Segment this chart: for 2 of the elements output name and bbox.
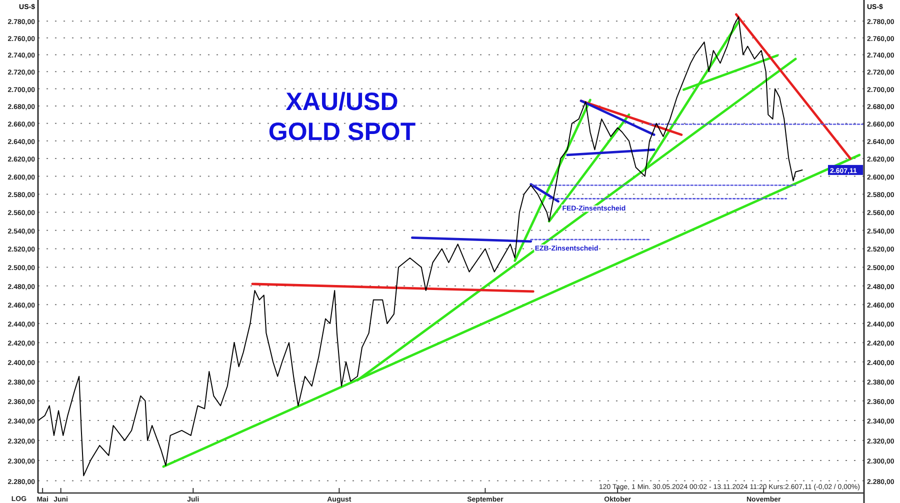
text: GOLD SPOT [268, 118, 416, 146]
text: XAU/USD [286, 88, 398, 116]
